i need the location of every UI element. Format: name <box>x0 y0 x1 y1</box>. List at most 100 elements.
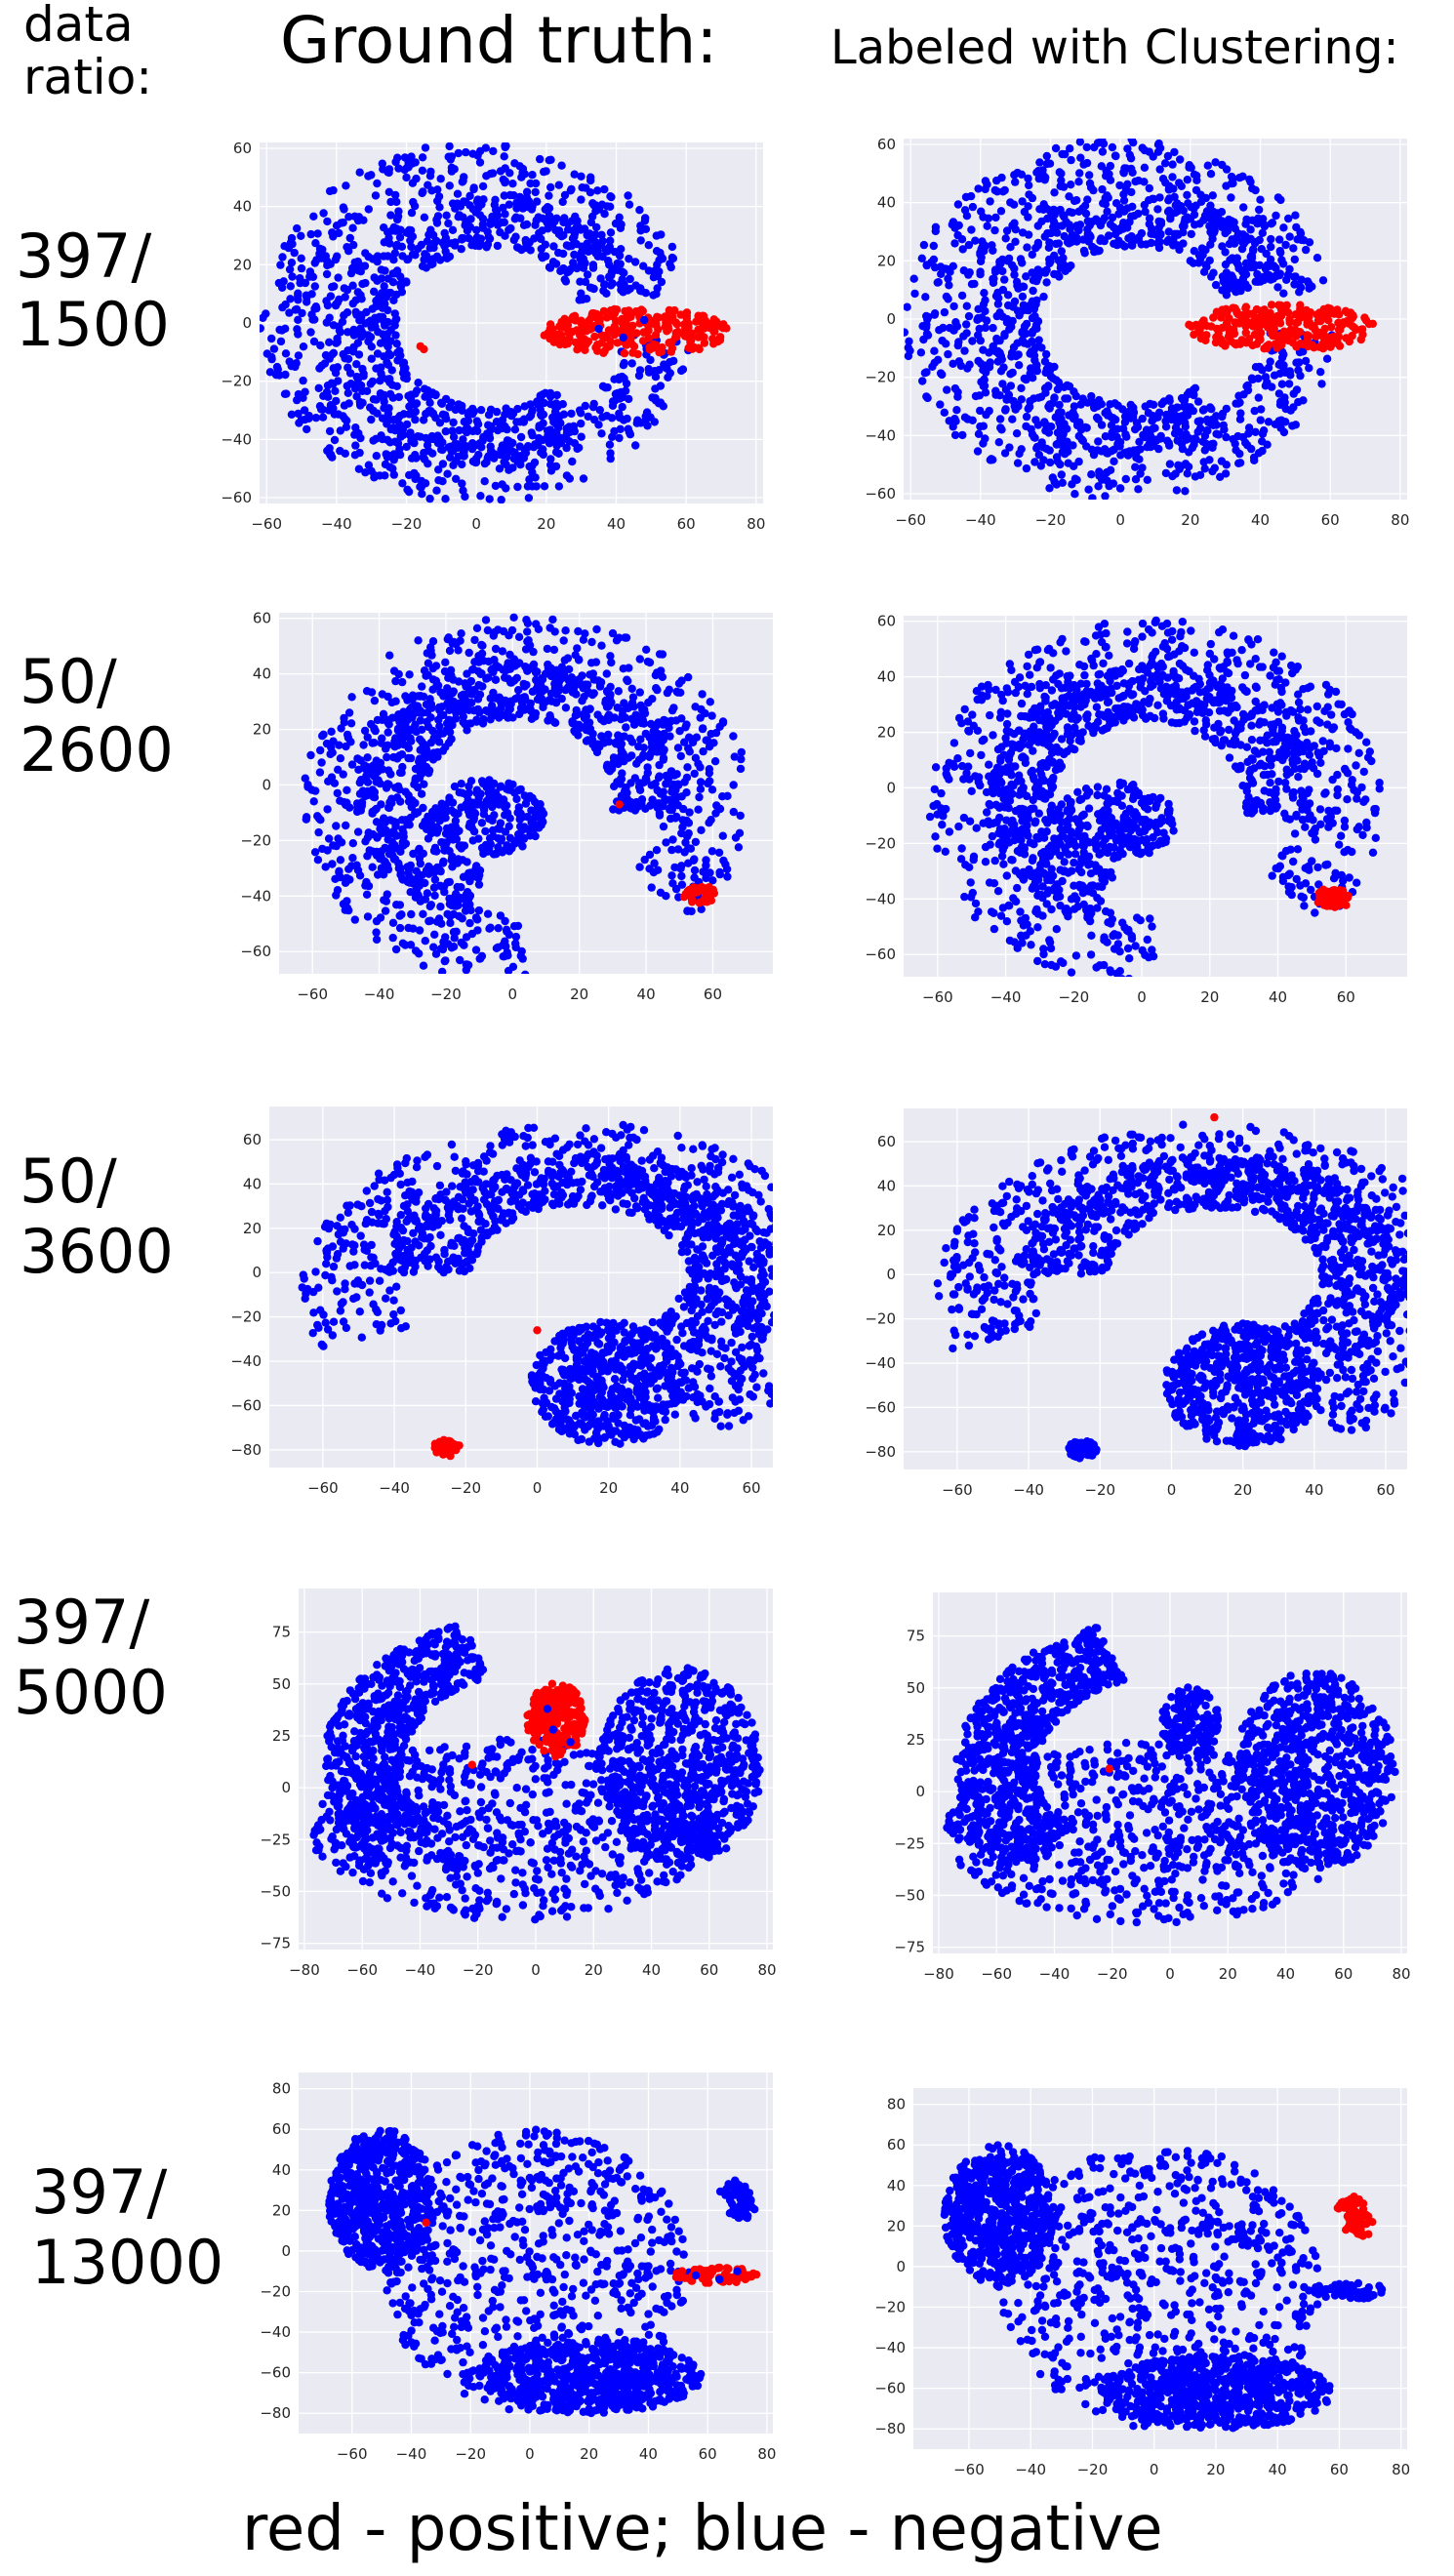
scatter-point <box>497 423 506 433</box>
scatter-point <box>281 300 290 309</box>
scatter-point <box>1189 385 1198 394</box>
scatter-point <box>736 764 746 774</box>
scatter-point <box>652 290 661 299</box>
scatter-point <box>417 769 426 779</box>
scatter-point <box>690 865 700 875</box>
scatter-point <box>577 419 586 428</box>
scatter-point <box>294 315 303 324</box>
scatter-point <box>627 738 637 746</box>
scatter-point <box>448 225 458 234</box>
scatter-point <box>655 256 664 264</box>
scatter-point <box>317 758 326 767</box>
scatter-point <box>624 191 632 200</box>
scatter-point <box>1029 286 1037 296</box>
scatter-point <box>1017 306 1027 316</box>
scatter-point <box>979 422 988 430</box>
scatter-point <box>548 258 558 266</box>
scatter-point <box>952 322 962 331</box>
scatter-point <box>389 817 398 826</box>
scatter-point <box>294 389 303 399</box>
scatter-point <box>1045 238 1054 247</box>
scatter-point <box>989 323 997 333</box>
scatter-point <box>491 644 501 654</box>
scatter-point <box>459 213 467 221</box>
scatter-point <box>411 251 420 260</box>
scatter-point <box>343 388 352 397</box>
scatter-point <box>995 415 1005 423</box>
scatter-point <box>1267 317 1276 326</box>
scatter-point <box>430 875 440 884</box>
scatter-point <box>528 687 538 696</box>
scatter-point <box>384 720 393 729</box>
scatter-point <box>397 733 406 743</box>
scatter-point <box>669 780 678 789</box>
scatter-point <box>411 415 420 424</box>
scatter-point <box>397 750 407 759</box>
ground-truth-heading: Ground truth: <box>280 3 718 78</box>
scatter-point <box>1308 341 1316 349</box>
scatter-point <box>586 704 594 713</box>
scatter-point <box>345 369 355 378</box>
scatter-point <box>1094 247 1103 256</box>
scatter-point <box>1278 260 1288 268</box>
scatter-point <box>623 675 631 684</box>
scatter-point <box>294 289 303 298</box>
scatter-point <box>463 726 471 735</box>
scatter-point <box>337 219 345 227</box>
scatter-point <box>384 168 393 178</box>
x-tick-label: 40 <box>637 986 656 1003</box>
scatter-point <box>1013 168 1022 178</box>
scatter-point <box>459 234 468 243</box>
scatter-point <box>606 454 615 463</box>
scatter-point <box>389 222 398 232</box>
scatter-point <box>702 873 710 883</box>
scatter-point <box>1107 447 1116 456</box>
scatter-point <box>509 455 519 463</box>
scatter-point <box>358 364 367 374</box>
scatter-point <box>565 334 574 342</box>
scatter-point <box>523 442 533 451</box>
scatter-point <box>1045 362 1054 371</box>
scatter-point <box>373 179 382 188</box>
scatter-point <box>1237 244 1247 254</box>
scatter-point <box>348 854 357 863</box>
scatter-point <box>512 204 521 213</box>
scatter-point <box>1238 172 1247 181</box>
scatter-point <box>471 458 481 466</box>
scatter-point <box>421 878 429 888</box>
scatter-point <box>659 822 668 831</box>
scatter-point <box>1087 445 1097 454</box>
scatter-point <box>395 768 405 778</box>
scatter-point <box>505 930 514 940</box>
scatter-point <box>476 406 486 415</box>
scatter-point <box>449 418 458 427</box>
scatter-point <box>665 339 673 347</box>
scatter-point <box>434 476 443 485</box>
scatter-point <box>980 382 990 390</box>
scatter-point <box>343 897 351 906</box>
scatter-point <box>923 331 933 340</box>
scatter-point <box>583 270 592 279</box>
scatter-point <box>626 274 634 284</box>
scatter-point <box>557 317 566 327</box>
scatter-point <box>710 757 720 766</box>
scatter-point <box>1241 302 1251 311</box>
y-tick-label: 40 <box>877 194 896 212</box>
scatter-point <box>1054 256 1063 264</box>
scatter-point <box>278 253 287 262</box>
scatter-point <box>471 241 480 250</box>
scatter-point <box>528 467 537 477</box>
scatter-point <box>1256 416 1265 424</box>
scatter-point <box>402 420 412 429</box>
scatter-point <box>344 213 353 221</box>
scatter-point <box>660 715 668 725</box>
scatter-point <box>635 206 644 215</box>
scatter-point <box>476 492 485 501</box>
scatter-point <box>384 252 392 261</box>
scatter-point <box>385 389 395 399</box>
scatter-point <box>291 362 300 372</box>
scatter-point <box>336 856 345 865</box>
scatter-point <box>448 720 457 730</box>
scatter-point <box>1097 421 1107 429</box>
scatter-point <box>1272 211 1280 221</box>
